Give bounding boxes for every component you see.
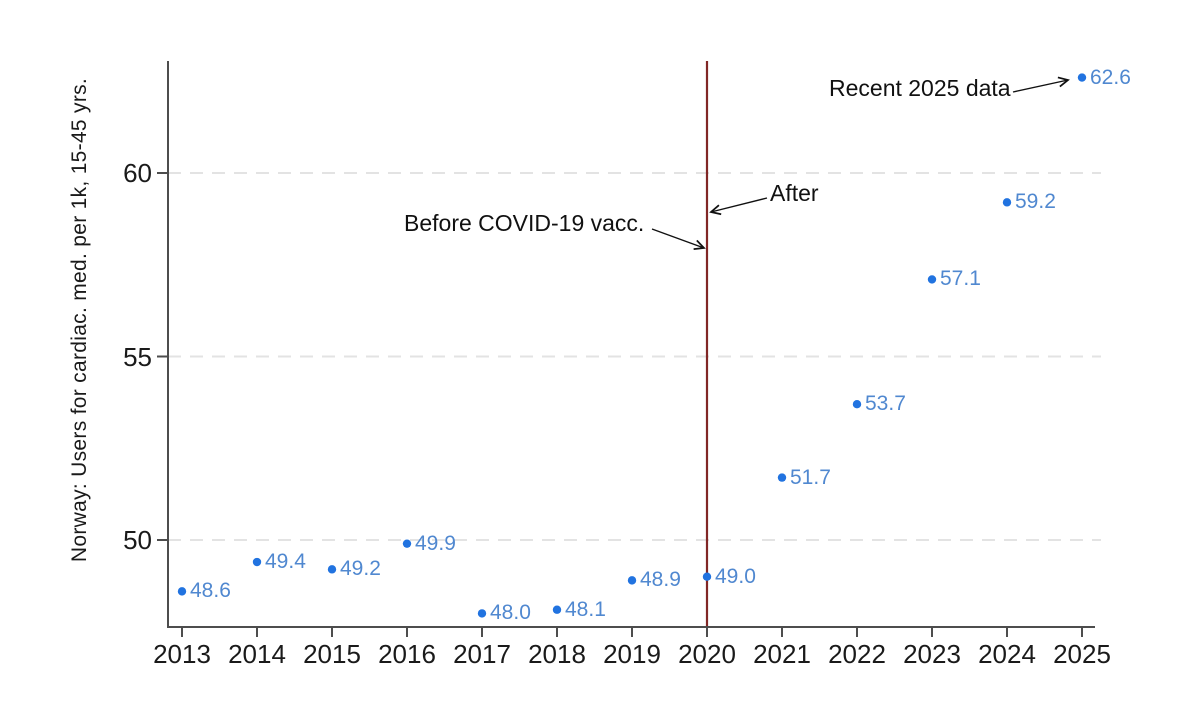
point-value-label: 49.2 bbox=[340, 557, 381, 581]
data-point bbox=[177, 587, 187, 596]
annotation-arrow bbox=[709, 197, 768, 216]
point-value-label: 62.6 bbox=[1090, 65, 1131, 89]
data-point bbox=[927, 275, 937, 284]
point-value-label: 53.7 bbox=[865, 392, 906, 416]
x-tick-label: 2013 bbox=[153, 639, 211, 669]
data-point bbox=[852, 400, 862, 409]
x-tick-label: 2025 bbox=[1053, 639, 1111, 669]
point-value-label: 49.4 bbox=[265, 550, 306, 574]
data-point bbox=[552, 605, 562, 614]
x-tick-label: 2020 bbox=[678, 639, 736, 669]
y-tick-label: 55 bbox=[123, 341, 152, 372]
data-point bbox=[327, 565, 337, 574]
x-tick-label: 2024 bbox=[978, 639, 1036, 669]
x-tick-label: 2022 bbox=[828, 639, 886, 669]
data-point bbox=[702, 572, 712, 581]
data-point bbox=[402, 539, 412, 548]
after-annotation: After bbox=[770, 180, 819, 206]
before-covid-annotation: Before COVID-19 vacc. bbox=[404, 210, 645, 236]
recent-2025-annotation: Recent 2025 data bbox=[829, 75, 1011, 101]
data-point bbox=[777, 473, 787, 482]
data-point bbox=[1002, 198, 1012, 207]
x-tick-label: 2019 bbox=[603, 639, 661, 669]
x-tick-label: 2017 bbox=[453, 639, 511, 669]
annotation-arrow bbox=[651, 228, 706, 251]
point-value-label: 48.6 bbox=[190, 579, 231, 603]
x-tick-label: 2016 bbox=[378, 639, 436, 669]
y-tick-label: 50 bbox=[123, 525, 152, 555]
point-value-label: 48.0 bbox=[490, 601, 531, 625]
y-axis-title: Norway: Users for cardiac. med. per 1k, … bbox=[68, 77, 91, 563]
point-value-label: 48.9 bbox=[640, 568, 681, 592]
data-point bbox=[1077, 73, 1087, 82]
point-value-label: 51.7 bbox=[790, 465, 831, 489]
point-value-label: 57.1 bbox=[940, 267, 981, 291]
data-point bbox=[477, 609, 487, 618]
point-value-label: 49.9 bbox=[415, 531, 456, 555]
point-value-label: 48.1 bbox=[565, 597, 606, 621]
annotation-arrow bbox=[1012, 76, 1070, 93]
data-point bbox=[252, 557, 262, 567]
x-tick-label: 2014 bbox=[228, 639, 286, 669]
point-value-label: 59.2 bbox=[1015, 190, 1056, 214]
x-tick-label: 2015 bbox=[303, 639, 361, 669]
y-tick-label: 60 bbox=[123, 158, 152, 188]
point-value-label: 49.0 bbox=[715, 564, 756, 588]
x-tick-label: 2021 bbox=[753, 639, 811, 669]
data-point bbox=[627, 576, 637, 585]
x-tick-label: 2023 bbox=[903, 639, 961, 669]
x-tick-label: 2018 bbox=[528, 639, 586, 669]
